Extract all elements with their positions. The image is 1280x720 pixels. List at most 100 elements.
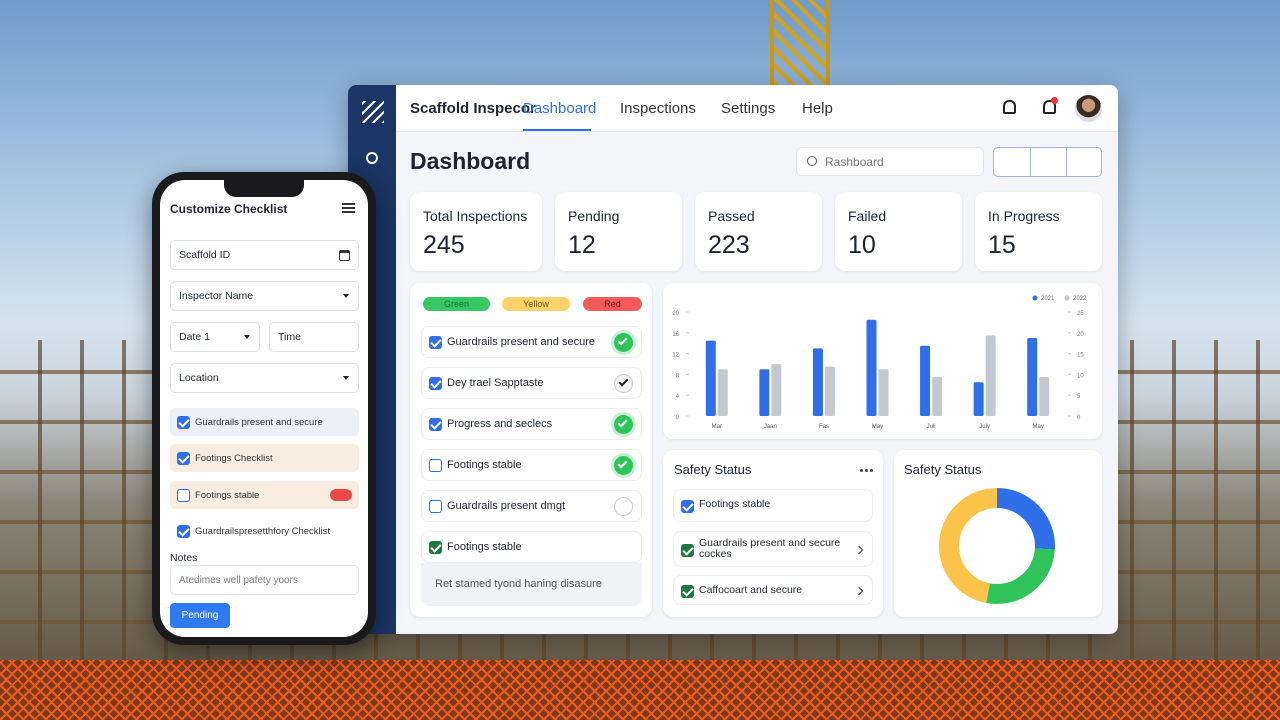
bar — [705, 340, 716, 416]
field-label: Location — [179, 372, 219, 384]
check-label: Footings stable — [195, 490, 260, 501]
notes-label: Notes — [170, 552, 198, 564]
chevron — [854, 586, 864, 596]
checklist-row[interactable]: Progress and seclecs — [421, 408, 642, 440]
checkbox[interactable] — [177, 452, 190, 465]
input-field[interactable]: Time — [269, 322, 359, 352]
chevron — [854, 545, 864, 555]
pending-button[interactable]: Pending — [170, 603, 230, 628]
stat-label: Passed — [708, 208, 755, 224]
nav-link[interactable]: Settings — [721, 100, 776, 117]
phone-check-row[interactable]: Footings Checklist — [170, 444, 359, 472]
checkbox[interactable] — [177, 489, 190, 502]
checkbox[interactable] — [177, 416, 190, 429]
nav-link[interactable]: Inspections — [620, 100, 696, 117]
check-mark — [617, 458, 628, 469]
phone-check-row[interactable]: Guardrails present and secure — [170, 408, 359, 436]
phone-check-row[interactable]: Guardrailspresetthfory Checklist — [170, 517, 359, 545]
brand: Scaffold Inspecor — [410, 100, 536, 117]
field-label: Date 1 — [179, 331, 210, 343]
checkbox[interactable] — [429, 336, 442, 349]
checkbox[interactable] — [681, 543, 694, 557]
nav-icon[interactable] — [366, 152, 378, 164]
y-tick-label: 0 — [676, 415, 680, 421]
checklist-row[interactable]: Guardrails present dmgt — [421, 490, 642, 522]
checkbox[interactable] — [429, 418, 442, 431]
more-dot[interactable] — [865, 469, 868, 472]
search-box[interactable]: Rashboard — [796, 147, 984, 176]
bell-icon[interactable] — [1043, 100, 1056, 114]
stat-label: Failed — [848, 208, 887, 224]
y-tick-label: 20 — [672, 311, 679, 317]
avatar[interactable] — [1075, 95, 1102, 122]
notes-input[interactable]: Atedimes well pafety yoors — [170, 565, 359, 595]
status-empty — [614, 497, 633, 516]
input-field[interactable]: Location — [170, 363, 359, 393]
bar — [920, 345, 931, 416]
legend-pill: Red — [583, 297, 642, 311]
checkbox[interactable] — [681, 500, 694, 513]
checkbox[interactable] — [429, 459, 442, 472]
phone-check-row[interactable]: Footings stable — [170, 481, 359, 509]
top-bar — [396, 85, 1118, 132]
nav-link[interactable]: Help — [802, 100, 833, 117]
y-tick-label: 4 — [676, 394, 680, 400]
status-check — [614, 374, 633, 393]
checkbox[interactable] — [177, 525, 190, 538]
field-label: Inspector Name — [179, 290, 254, 302]
stat-card: Passed 223 — [695, 192, 822, 271]
status-green — [614, 333, 633, 352]
input-field[interactable]: Date 1 — [170, 322, 260, 352]
status-row[interactable]: Guardrails present and secure cockes — [673, 531, 873, 567]
y-tick-label: 12 — [672, 353, 679, 359]
checklist-row[interactable]: Footings stable — [421, 449, 642, 481]
checkbox[interactable] — [681, 584, 694, 598]
checkbox[interactable] — [429, 500, 442, 513]
menu-line — [342, 211, 355, 213]
input-field[interactable]: Inspector Name — [170, 281, 359, 311]
check-mark — [617, 335, 628, 346]
stat-value: 12 — [568, 231, 596, 259]
checklist-row[interactable]: Dey trael Sapptaste — [421, 367, 642, 399]
stat-label: In Progress — [988, 208, 1060, 224]
stat-value: 223 — [708, 231, 750, 259]
card-title: Safety Status — [674, 462, 752, 477]
checklist-card: Green Yellow Red Guardrails present and sec… — [410, 283, 652, 617]
nav-link[interactable]: Dashboard — [523, 100, 597, 117]
status-green — [614, 415, 633, 434]
input-field[interactable]: Scaffold ID — [170, 240, 359, 270]
checklist-row[interactable]: Guardrails present and secure — [421, 326, 642, 358]
safety-fence — [0, 660, 1280, 720]
toolbar-divider — [1030, 148, 1031, 176]
bar — [1027, 338, 1038, 416]
checklist-row[interactable]: Footings stable — [421, 531, 642, 563]
menu-line — [342, 207, 355, 209]
caret — [244, 335, 250, 342]
calendar-icon — [339, 250, 350, 261]
phone-title: Customize Checklist — [170, 202, 288, 216]
search-placeholder: Rashboard — [825, 155, 884, 169]
toolbar[interactable] — [993, 147, 1102, 177]
stat-card: Total Inspections 245 — [410, 192, 542, 271]
menu-line[interactable] — [342, 203, 355, 205]
legend-swatch — [1064, 295, 1070, 301]
footer-text: Ret stamed tyond haning disasure — [435, 578, 602, 590]
x-tick-label: July — [979, 424, 990, 430]
stat-label: Total Inspections — [423, 208, 528, 224]
status-label: Caffocoart and secure — [699, 584, 803, 596]
x-tick-label: Juli — [927, 424, 936, 430]
checkbox[interactable] — [429, 377, 442, 390]
item-label: Progress and seclecs — [447, 418, 553, 430]
bar — [717, 369, 728, 416]
bell-icon[interactable] — [1003, 100, 1016, 114]
bar — [866, 319, 877, 416]
stat-value: 245 — [423, 231, 465, 259]
checkbox[interactable] — [429, 541, 442, 554]
status-row[interactable]: Footings stable — [673, 489, 873, 522]
check-mark — [618, 376, 629, 387]
status-row[interactable]: Caffocoart and secure — [673, 575, 873, 605]
legend-pill: Yellow — [502, 297, 570, 311]
field-label: Time — [278, 331, 301, 343]
item-label: Footings stable — [447, 541, 522, 553]
